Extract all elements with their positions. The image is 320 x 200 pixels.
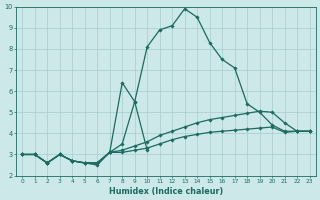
X-axis label: Humidex (Indice chaleur): Humidex (Indice chaleur) bbox=[109, 187, 223, 196]
